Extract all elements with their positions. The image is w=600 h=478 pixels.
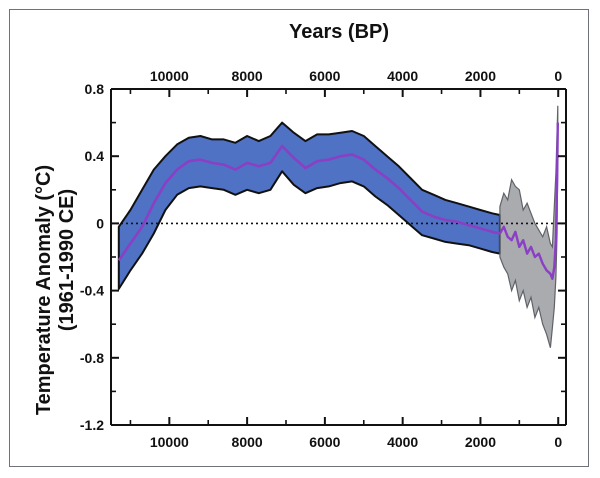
y-tick-label: 0.8 xyxy=(85,81,105,97)
temperature-anomaly-chart: 10000 10000 8000 8000 6000 6000 4000 4000 2000 20… xyxy=(33,21,567,450)
mean-line-layer xyxy=(117,122,559,280)
x-tick-label-bottom: 6000 xyxy=(309,434,340,450)
y-tick-label: 0 xyxy=(96,215,104,231)
recent-mean-line xyxy=(498,122,559,280)
x-tick-label-top: 0 xyxy=(554,68,562,84)
x-tick-label-bottom: 8000 xyxy=(232,434,263,450)
x-tick-label-top: 4000 xyxy=(387,68,418,84)
y-axis-subtitle: (1961-1990 CE) xyxy=(56,189,78,331)
x-tick-label-bottom: 4000 xyxy=(387,434,418,450)
holocene-uncertainty-band xyxy=(117,121,501,290)
x-tick-label-bottom: 10000 xyxy=(150,434,189,450)
recent-uncertainty-band xyxy=(499,105,559,348)
axes-layer: 10000 10000 8000 8000 6000 6000 4000 4000 2000 20… xyxy=(80,68,567,450)
y-tick-label: -1.2 xyxy=(80,417,104,433)
x-tick-label-bottom: 0 xyxy=(554,434,562,450)
x-tick-label-top: 2000 xyxy=(465,68,496,84)
x-tick-label-top: 8000 xyxy=(232,68,263,84)
x-axis-title: Years (BP) xyxy=(289,21,389,43)
y-axis-title: Temperature Anomaly (°C) xyxy=(33,165,55,415)
x-tick-label-bottom: 2000 xyxy=(465,434,496,450)
y-tick-label: -0.8 xyxy=(80,350,104,366)
y-tick-label: 0.4 xyxy=(85,148,105,164)
x-tick-label-top: 10000 xyxy=(150,68,189,84)
holocene-mean-line xyxy=(117,144,501,262)
uncertainty-band-layer xyxy=(117,105,559,348)
x-tick-label-top: 6000 xyxy=(309,68,340,84)
y-tick-label: -0.4 xyxy=(80,283,104,299)
chart-frame: 10000 10000 8000 8000 6000 6000 4000 4000 2000 20… xyxy=(9,9,589,467)
